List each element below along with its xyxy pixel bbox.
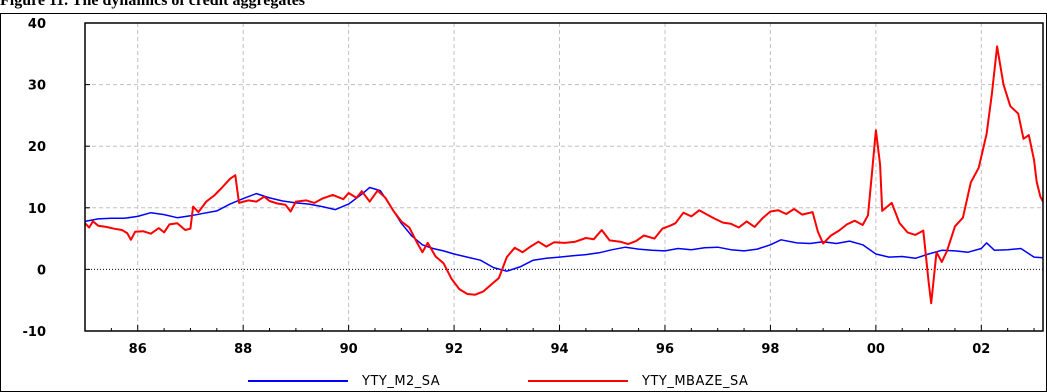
figure-frame [0, 13, 1047, 392]
y-tick-label: 10 [28, 202, 46, 217]
series-layer [84, 45, 1044, 305]
series-line-yty-m2-sa [84, 186, 1044, 272]
y-tick-label: 30 [28, 79, 46, 94]
x-tick-label: 86 [129, 342, 147, 357]
y-axis: -10 0 10 20 30 40 [23, 17, 90, 340]
legend-label: YTY_MBAZE_SA [641, 374, 748, 389]
x-tick-label: 00 [867, 342, 885, 357]
x-tick-label: 90 [340, 342, 358, 357]
y-tick-label: -10 [23, 325, 47, 340]
x-tick-label: 98 [761, 342, 779, 357]
series-line-yty-mbaze-sa [84, 45, 1044, 305]
y-tick-label: 20 [28, 140, 46, 155]
x-tick-label: 94 [550, 342, 568, 357]
x-tick-label: 02 [972, 342, 990, 357]
grid-layer [85, 23, 1043, 331]
y-tick-label: 0 [37, 263, 46, 278]
y-tick-label: 40 [28, 17, 46, 32]
x-axis: 86 88 90 92 94 96 98 00 02 [84, 325, 1035, 357]
x-tick-label: 96 [656, 342, 674, 357]
x-tick-label: 92 [445, 342, 463, 357]
plot-area-frame [84, 22, 1044, 332]
x-tick-label: 88 [234, 342, 252, 357]
legend: YTY_M2_SA YTY_MBAZE_SA [248, 374, 748, 389]
legend-label: YTY_M2_SA [361, 374, 440, 389]
figure-title: Figure 11. The dynamics of credit aggreg… [0, 0, 306, 9]
